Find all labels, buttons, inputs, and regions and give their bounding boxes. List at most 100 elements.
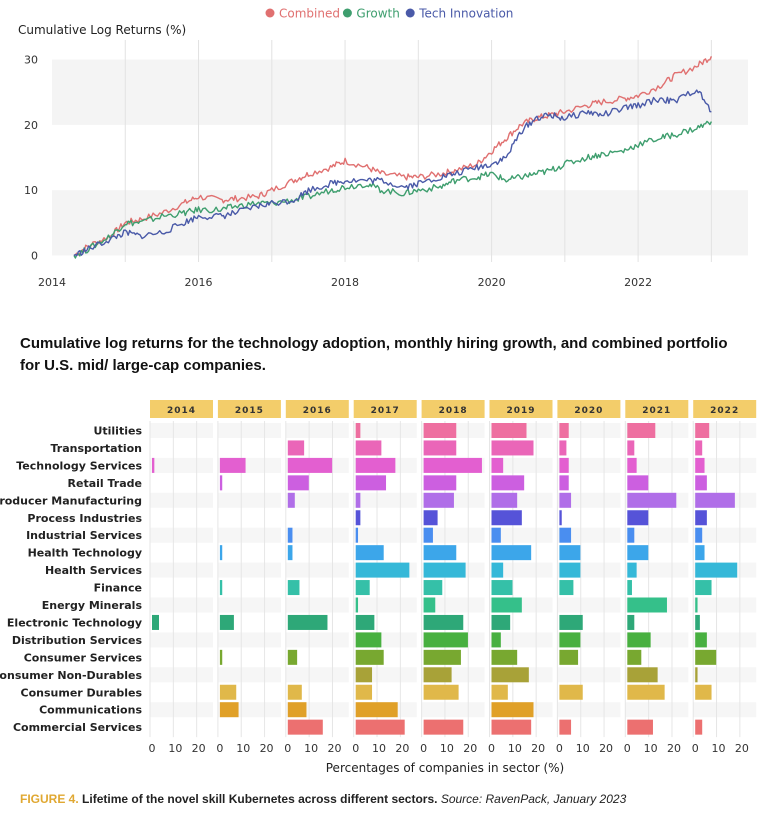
sector-bar	[491, 702, 534, 718]
sector-label: Technology Services	[16, 459, 142, 472]
sector-bar	[695, 510, 707, 526]
sector-bar	[695, 527, 703, 543]
sector-bar	[559, 510, 562, 526]
row-band	[353, 423, 417, 438]
facet-header	[285, 400, 349, 418]
sector-bar	[423, 614, 464, 630]
facet-header	[625, 400, 689, 418]
sector-bar	[423, 527, 433, 543]
sector-bar	[559, 457, 569, 473]
sector-bar	[491, 562, 504, 578]
sector-bar	[695, 684, 712, 700]
sector-bar	[287, 545, 293, 561]
series-line	[73, 56, 713, 257]
series-line	[73, 89, 712, 257]
sector-bar	[491, 597, 522, 613]
sector-bar	[423, 719, 464, 735]
y-tick-label: 0	[31, 249, 38, 262]
sector-bar	[423, 597, 436, 613]
row-band	[489, 632, 553, 648]
facet-tick-label: 20	[463, 742, 477, 755]
sector-label: Distribution Services	[12, 634, 143, 647]
sector-bar	[423, 562, 466, 578]
grid-band	[52, 190, 748, 256]
series-line	[73, 120, 713, 259]
sector-label: Utilities	[93, 425, 142, 438]
sector-bar	[423, 423, 457, 438]
sector-bar	[287, 440, 305, 456]
sector-bar	[287, 527, 293, 543]
sector-bar	[355, 649, 384, 665]
sector-bar	[287, 719, 323, 735]
sector-bar	[491, 632, 501, 648]
facet-tick-label: 0	[556, 742, 563, 755]
facet-header	[421, 400, 485, 418]
facet-tick-label: 0	[488, 742, 495, 755]
facet-header	[693, 400, 757, 418]
sector-bar	[355, 457, 396, 473]
sector-label: Consumer Services	[24, 651, 143, 664]
sector-bar	[423, 684, 459, 700]
sector-bar	[695, 475, 707, 491]
cumulative-returns-line-chart: 0 10 20 30 2014 2016 2018 2020 2022 Cumulative Lo…	[18, 7, 748, 289]
row-band	[353, 527, 417, 543]
sector-bar	[219, 614, 234, 630]
row-band	[557, 702, 621, 718]
row-band	[150, 457, 213, 473]
row-band	[285, 423, 349, 438]
facet-year-label: 2014	[167, 406, 196, 416]
sector-bar	[423, 457, 482, 473]
facet-tick-label: 0	[216, 742, 223, 755]
row-band	[557, 492, 621, 508]
facet-header	[353, 400, 417, 418]
sector-bar	[423, 492, 454, 508]
row-band	[625, 527, 689, 543]
facet-header	[150, 400, 213, 418]
row-band	[150, 527, 213, 543]
sector-bar	[423, 440, 457, 456]
sector-bar	[491, 527, 501, 543]
facet-tick-label: 10	[576, 742, 590, 755]
facet-tick-label: 10	[236, 742, 250, 755]
chart-caption: Cumulative log returns for the technolog…	[20, 335, 728, 374]
facet-tick-label: 0	[624, 742, 631, 755]
sector-label: Process Industries	[27, 512, 142, 525]
sector-bar	[627, 684, 665, 700]
sector-bar	[559, 545, 581, 561]
sector-bar	[491, 440, 534, 456]
y-axis-title: Cumulative Log Returns (%)	[18, 23, 186, 37]
sector-bar	[627, 440, 635, 456]
sector-bar	[559, 649, 579, 665]
row-band	[693, 597, 757, 613]
sector-bar	[355, 562, 410, 578]
facet-year-label: 2021	[642, 406, 671, 416]
facet-tick-label: 20	[327, 742, 341, 755]
sector-bar	[559, 684, 583, 700]
sector-bar	[695, 719, 703, 735]
sector-bar	[695, 423, 710, 438]
sector-bar	[287, 684, 302, 700]
sector-bar	[559, 527, 572, 543]
sector-bar	[491, 614, 511, 630]
row-band	[625, 457, 689, 473]
sector-bar	[287, 492, 295, 508]
sector-bar	[695, 614, 700, 630]
sector-bar	[695, 597, 698, 613]
sector-bar	[559, 492, 572, 508]
x-tick-label: 2022	[624, 276, 652, 289]
facet-year-label: 2022	[710, 406, 739, 416]
row-band	[421, 527, 485, 543]
sector-bar	[559, 562, 581, 578]
sector-bar	[491, 457, 504, 473]
sector-bar	[695, 649, 717, 665]
row-band	[217, 492, 281, 508]
sector-bar	[627, 719, 653, 735]
facet-year-label: 2019	[506, 406, 535, 416]
sector-bar	[355, 527, 359, 543]
sector-bar	[423, 545, 457, 561]
sector-bar	[355, 423, 361, 438]
facet-tick-label: 0	[352, 742, 359, 755]
sector-bar	[423, 667, 452, 683]
row-band	[217, 632, 281, 648]
sector-bar	[219, 649, 223, 665]
